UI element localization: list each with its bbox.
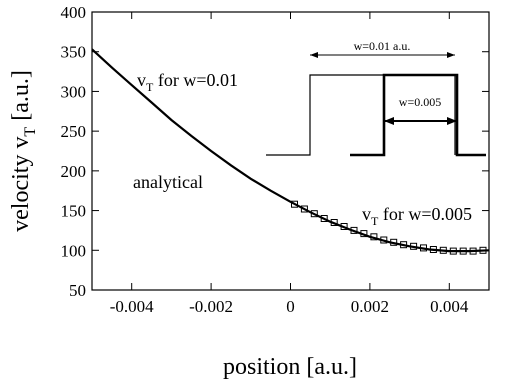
w0005-data-point <box>291 200 298 208</box>
inset-wide-pulse <box>266 74 456 156</box>
w0005-data-point <box>360 230 368 238</box>
w0005-data-point <box>320 215 328 222</box>
w0005-data-point <box>330 219 338 226</box>
w0005-data-point <box>449 247 457 255</box>
y-tick-label: 150 <box>61 202 87 221</box>
y-axis-title-subscript: T <box>22 127 39 137</box>
w0005-data-point <box>410 242 418 250</box>
w0005-data-point <box>469 247 477 255</box>
w0005-data-point <box>340 223 348 230</box>
inset-narrow-pulse <box>350 73 486 157</box>
y-tick-label: 200 <box>61 162 87 181</box>
w0005-data-point <box>400 241 408 249</box>
inset-inner-arrowhead-left <box>384 117 394 125</box>
w0005-data-point <box>370 233 378 241</box>
w0005-data-point <box>380 236 388 244</box>
w0005-data-point <box>459 247 467 255</box>
plot-frame <box>91 11 490 291</box>
annotation-w0005: vT for w=0.005 <box>362 204 472 228</box>
y-axis-tick-labels: 50 100 150 200 250 300 350 400 <box>61 3 87 300</box>
y-tick-label: 100 <box>61 241 87 260</box>
inset-inner-label: w=0.005 <box>399 95 441 109</box>
inset-diagram: w=0.01 a.u. w=0.005 <box>266 39 486 157</box>
w0005-data-point <box>429 246 437 253</box>
annotations: vT for w=0.01 analytical vT for w=0.005 <box>133 70 472 228</box>
y-axis-ticks <box>92 11 489 291</box>
w0005-markers <box>291 200 487 255</box>
annotation-analytical: analytical <box>133 172 203 192</box>
y-axis-title-unit: [a.u.] <box>8 70 34 121</box>
annotation-w001: vT for w=0.01 <box>137 70 238 94</box>
x-axis-ticks <box>131 12 450 290</box>
inset-outer-arrowhead-left <box>310 52 318 58</box>
inset-outer-arrowhead-right <box>447 52 455 58</box>
x-tick-label: 0 <box>286 297 295 316</box>
inset-inner-arrowhead-right <box>447 117 457 125</box>
y-tick-label: 300 <box>61 82 87 101</box>
x-tick-label: -0.002 <box>189 297 233 316</box>
w0005-data-point <box>479 246 487 254</box>
x-tick-label: 0.004 <box>430 297 469 316</box>
w0005-data-point <box>420 244 427 252</box>
x-tick-label: -0.004 <box>110 297 154 316</box>
x-axis-title: position [a.u.] <box>223 354 357 380</box>
w0005-data-point <box>390 238 398 246</box>
w0005-data-point <box>439 246 447 254</box>
y-tick-label: 350 <box>61 43 87 62</box>
y-tick-label: 400 <box>61 3 87 22</box>
w0005-data-point <box>310 210 318 218</box>
w0005-data-point <box>300 205 308 213</box>
analytical-curve <box>91 48 490 253</box>
x-tick-label: 0.002 <box>351 297 389 316</box>
x-axis-tick-labels: -0.004 -0.002 0 0.002 0.004 <box>110 297 469 316</box>
plot-area-border <box>91 11 490 291</box>
y-axis-title: velocity vT [a.u.] <box>8 70 39 232</box>
series-layer <box>91 48 490 255</box>
inset-outer-label: w=0.01 a.u. <box>354 39 411 53</box>
w0005-data-point <box>350 226 358 234</box>
y-axis-title-main: velocity v <box>8 137 34 232</box>
y-tick-label: 50 <box>69 281 86 300</box>
y-tick-label: 250 <box>61 122 87 141</box>
